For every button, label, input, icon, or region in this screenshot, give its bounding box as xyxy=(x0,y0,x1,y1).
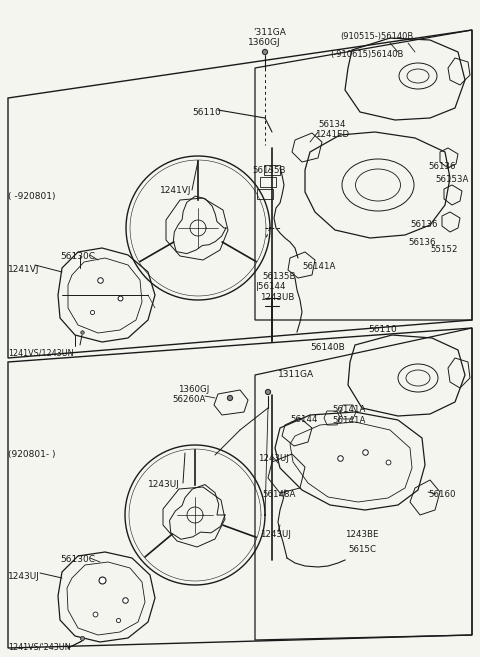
Circle shape xyxy=(228,396,232,401)
Text: 1243BE: 1243BE xyxy=(345,530,379,539)
Text: 56130C: 56130C xyxy=(60,555,95,564)
Text: 1243UB: 1243UB xyxy=(260,293,294,302)
Text: 56148A: 56148A xyxy=(262,490,295,499)
Text: 56134: 56134 xyxy=(318,120,346,129)
Text: 56260A: 56260A xyxy=(172,395,205,404)
Text: 56130C: 56130C xyxy=(60,252,95,261)
Text: 1360GJ: 1360GJ xyxy=(248,38,281,47)
Text: |56144: |56144 xyxy=(256,282,287,291)
Circle shape xyxy=(265,390,271,394)
Text: 1243UJ: 1243UJ xyxy=(148,480,180,489)
Text: ( -920801): ( -920801) xyxy=(8,192,56,201)
Text: 56141A: 56141A xyxy=(302,262,336,271)
Text: 1243UJ: 1243UJ xyxy=(8,572,40,581)
Text: 56136: 56136 xyxy=(428,162,456,171)
Text: 1241VJ: 1241VJ xyxy=(160,186,192,195)
Text: '311GA: '311GA xyxy=(253,28,286,37)
Text: (910515-)56140B: (910515-)56140B xyxy=(340,32,413,41)
Text: 56110: 56110 xyxy=(192,108,221,117)
Text: 1243UJ: 1243UJ xyxy=(260,530,291,539)
Text: 56135B: 56135B xyxy=(252,166,286,175)
Text: (920801- ): (920801- ) xyxy=(8,450,56,459)
Text: 56110: 56110 xyxy=(368,325,397,334)
Text: 1243UJ: 1243UJ xyxy=(258,454,289,463)
Text: (-910615)56140B: (-910615)56140B xyxy=(330,50,403,59)
Text: 1360GJ: 1360GJ xyxy=(178,385,209,394)
Text: 56140B: 56140B xyxy=(310,343,345,352)
Circle shape xyxy=(263,49,267,55)
Text: 56135B: 56135B xyxy=(262,272,296,281)
Text: 56141A: 56141A xyxy=(332,405,365,414)
Text: 1241VS/1243UN: 1241VS/1243UN xyxy=(8,348,73,357)
Text: 1241VJ: 1241VJ xyxy=(8,265,39,274)
Text: 55152: 55152 xyxy=(430,245,457,254)
Text: 1311GA: 1311GA xyxy=(278,370,314,379)
Text: 56160: 56160 xyxy=(428,490,456,499)
Text: 56153A: 56153A xyxy=(435,175,468,184)
Text: 5615C: 5615C xyxy=(348,545,376,554)
Text: 56136: 56136 xyxy=(410,220,437,229)
Text: 1241ED: 1241ED xyxy=(315,130,349,139)
Text: 56136: 56136 xyxy=(408,238,435,247)
Text: 56144: 56144 xyxy=(290,415,317,424)
Text: 1241VS/'243UN: 1241VS/'243UN xyxy=(8,642,71,651)
Text: 56141A: 56141A xyxy=(332,416,365,425)
